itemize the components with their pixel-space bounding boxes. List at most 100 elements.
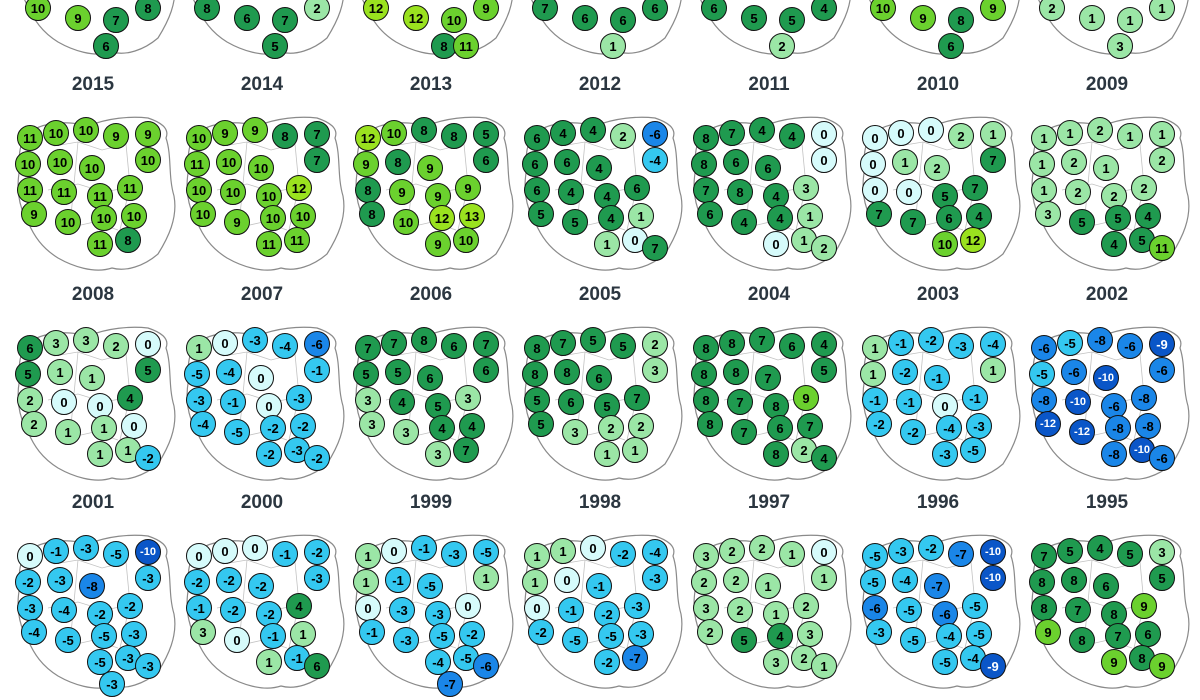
- region-value-circle: -6: [1031, 335, 1057, 361]
- region-value-circle: 1: [256, 649, 282, 675]
- year-label: 2001: [71, 492, 115, 513]
- region-value-circle: 4: [389, 389, 415, 415]
- region-value-circle: -2: [594, 649, 620, 675]
- region-value-circle: 10: [932, 231, 958, 257]
- region-value-circle: -1: [411, 535, 437, 561]
- region-value-circle: -1: [558, 597, 584, 623]
- region-value-circle: -5: [103, 541, 129, 567]
- region-value-circle: 4: [459, 413, 485, 439]
- region-value-circle: 3: [693, 595, 719, 621]
- region-value-circle: 1: [755, 573, 781, 599]
- region-value-circle: 5: [385, 359, 411, 385]
- region-value-circle: 5: [135, 357, 161, 383]
- region-value-circle: 6: [586, 365, 612, 391]
- region-value-circle: -4: [936, 623, 962, 649]
- region-value-circle: -1: [220, 389, 246, 415]
- region-value-circle: 1: [779, 541, 805, 567]
- region-value-circle: 1: [522, 569, 548, 595]
- map-panel: 6 3 3 2 0 5 1 1 5 2 0 0 4 2 1 1 0 1 1 -2: [8, 308, 178, 488]
- region-value-circle: 2: [1131, 175, 1157, 201]
- region-value-circle: -3: [286, 385, 312, 411]
- region-value-circle: 10: [190, 201, 216, 227]
- region-value-circle: -2: [610, 541, 636, 567]
- region-value-circle: 1: [550, 538, 576, 564]
- region-value-circle: 8: [441, 123, 467, 149]
- region-value-circle: 9: [1131, 593, 1157, 619]
- region-value-circle: 12: [363, 0, 389, 21]
- region-value-circle: -3: [73, 535, 99, 561]
- region-value-circle: 8: [763, 441, 789, 467]
- region-value-circle: 1: [860, 361, 886, 387]
- region-value-circle: -1: [924, 365, 950, 391]
- map-panel: 0 0 0 2 1 0 1 2 7 0 0 5 7 7 7 6 4 10 12: [853, 98, 1023, 278]
- region-value-circle: 8: [1061, 567, 1087, 593]
- region-value-circle: 13: [459, 203, 485, 229]
- region-value-circle: 7: [550, 330, 576, 356]
- region-value-circle: 4: [966, 203, 992, 229]
- region-value-circle: 9: [242, 117, 268, 143]
- region-value-circle: 4: [749, 117, 775, 143]
- region-value-circle: -8: [79, 573, 105, 599]
- region-value-circle: -5: [598, 623, 624, 649]
- region-value-circle: 0: [888, 120, 914, 146]
- region-value-circle: -4: [425, 649, 451, 675]
- region-value-circle: 2: [628, 413, 654, 439]
- map-panel: 1 -1 -2 -3 -4 1 -2 -1 1 -1 -1 0 -1 -2 -2 -4 -3 -3 -5: [853, 308, 1023, 488]
- map-panel: -5 -3 -2 -7 -10 -5 -4 -7 -10 -6 -5 -6 -5 -3 -5 -4 -5 -5 -4…: [853, 516, 1023, 696]
- region-value-circle: 8: [355, 177, 381, 203]
- region-value-circle: 3: [425, 441, 451, 467]
- region-value-circle: 11: [453, 33, 479, 59]
- region-value-circle: 8: [135, 0, 161, 21]
- region-value-circle: 7: [453, 437, 479, 463]
- map-panel: 1 1 2 1 1 1 2 1 2 1 2 2 2 3 5 5 4 4 5 11: [1022, 98, 1192, 278]
- region-value-circle: 7: [719, 120, 745, 146]
- year-label: 1995: [1085, 492, 1129, 513]
- map-panel: 0 0 0 -1 -2 -2 -2 -2 -3 -1 -2 -2 4 3 0 -1 1 1 -1 6: [177, 516, 347, 696]
- region-value-circle: 8: [359, 201, 385, 227]
- region-value-circle: 11: [17, 177, 43, 203]
- region-value-circle: 8: [411, 117, 437, 143]
- map-panel: 1 1 0 -2 -4 1 0 -1 -3 0 -1 -2 -3 -2 -5 -5 -3 -2 -7: [515, 516, 685, 696]
- region-value-circle: 2: [924, 155, 950, 181]
- region-value-circle: 10: [290, 203, 316, 229]
- region-value-circle: 4: [550, 120, 576, 146]
- region-value-circle: 7: [731, 419, 757, 445]
- region-value-circle: 8: [554, 359, 580, 385]
- region-value-circle: 3: [190, 619, 216, 645]
- region-value-circle: 0: [121, 413, 147, 439]
- region-value-circle: 5: [811, 357, 837, 383]
- region-value-circle: 8: [719, 330, 745, 356]
- year-label: 2006: [409, 284, 453, 305]
- region-value-circle: 4: [429, 415, 455, 441]
- map-panel: 6 4 4 2 -6 6 6 4 -4 6 4 4 6 5 5 4 1 1 0 7: [515, 98, 685, 278]
- region-value-circle: -3: [389, 597, 415, 623]
- region-value-circle: 4: [580, 117, 606, 143]
- region-value-circle: 9: [21, 201, 47, 227]
- region-value-circle: 4: [586, 155, 612, 181]
- region-value-circle: -10: [1065, 389, 1091, 415]
- region-value-circle: 11: [87, 231, 113, 257]
- region-value-circle: 0: [17, 543, 43, 569]
- region-value-circle: 2: [103, 333, 129, 359]
- region-value-circle: 1: [811, 565, 837, 591]
- year-label: 1997: [747, 492, 791, 513]
- region-value-circle: 5: [610, 333, 636, 359]
- region-value-circle: 1: [1117, 7, 1143, 33]
- region-value-circle: 0: [256, 393, 282, 419]
- region-value-circle: 7: [355, 335, 381, 361]
- region-value-circle: 2: [21, 411, 47, 437]
- region-value-circle: 6: [1093, 573, 1119, 599]
- region-value-circle: 9: [455, 175, 481, 201]
- region-value-circle: 2: [1065, 179, 1091, 205]
- region-value-circle: 8: [194, 0, 220, 21]
- map-panel: -6 -5 -8 -6 -9 -5 -6 -10 -6 -8 -10 -6 -8 -12 -12 -8 -8 -8…: [1022, 308, 1192, 488]
- year-label: 2008: [71, 284, 115, 305]
- region-value-circle: -10: [980, 565, 1006, 591]
- region-value-circle: 0: [248, 365, 274, 391]
- region-value-circle: -5: [184, 361, 210, 387]
- region-value-circle: 8: [1029, 569, 1055, 595]
- region-value-circle: -2: [256, 441, 282, 467]
